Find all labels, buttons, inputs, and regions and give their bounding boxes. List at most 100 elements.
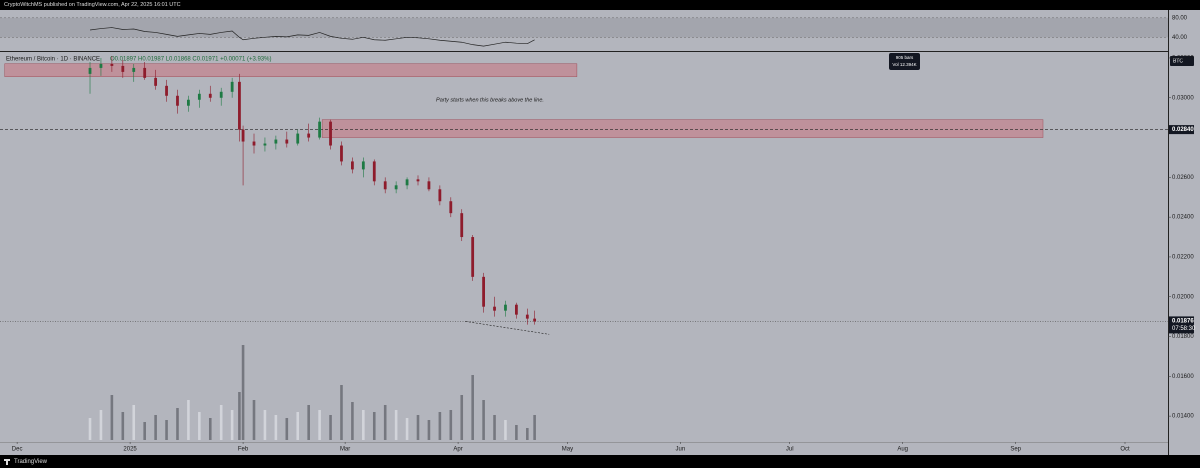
volume-bar: [318, 410, 321, 440]
candle-body: [361, 161, 365, 170]
candle-body: [504, 304, 507, 311]
y-tick-label: 0.03000: [1172, 95, 1194, 101]
volume-bar: [121, 412, 125, 440]
volume-bar: [351, 402, 354, 440]
volume-bar: [219, 405, 223, 440]
volume-bar: [154, 415, 157, 440]
candle-body: [438, 189, 442, 202]
annotation: Party starts when this breaks above the …: [436, 97, 544, 103]
x-tick-label: Mar: [340, 447, 350, 453]
currency-box: [1170, 56, 1194, 66]
rsi-band: [0, 17, 1168, 38]
volume-bar: [482, 400, 485, 440]
volume-bar: [285, 418, 289, 440]
last-price-box: [1169, 316, 1194, 334]
volume-bar: [372, 412, 376, 440]
currency-label: BTC: [1173, 58, 1183, 64]
x-tick-label: Feb: [238, 447, 249, 453]
candle-body: [230, 81, 234, 92]
volume-bar: [394, 410, 398, 440]
x-tick-label: Sep: [1010, 447, 1021, 453]
ohlc-legend: O0.01897 H0.01987 L0.01868 C0.01971 +0.0…: [110, 57, 271, 63]
candle-body: [165, 85, 168, 96]
candle-body: [514, 304, 518, 315]
candle-body: [99, 63, 103, 68]
volume-bar: [132, 405, 136, 440]
volume-bar: [176, 408, 179, 440]
candle-body: [154, 77, 158, 86]
marked-level-label: 0.02840: [1172, 127, 1194, 133]
y-tick-label: 0.01400: [1172, 414, 1194, 420]
volume-bar: [263, 410, 267, 440]
candle-body: [372, 161, 376, 182]
candle-body: [533, 318, 537, 322]
x-tick-label: Jul: [786, 447, 794, 453]
y-tick-label: 0.02600: [1172, 175, 1194, 181]
y-tick-label: 0.01600: [1172, 374, 1194, 380]
candle-body: [132, 67, 136, 72]
candle-body: [525, 314, 529, 319]
y-tick-label: 0.01800: [1172, 334, 1194, 340]
candle-body: [88, 67, 92, 74]
candle-body: [416, 179, 420, 182]
volume-bar: [187, 400, 190, 440]
volume-bar: [493, 415, 496, 440]
volume-bar: [526, 428, 529, 440]
volume-bar: [460, 395, 464, 440]
candle-body: [197, 93, 201, 100]
volume-bar: [241, 345, 245, 440]
candle-body: [252, 141, 256, 146]
tooltip-volume: Vol 12.394K: [892, 62, 916, 67]
candle-body: [351, 161, 354, 170]
top-border: [0, 8, 1168, 10]
volume-bar: [296, 412, 300, 440]
candle-body: [383, 181, 387, 190]
volume-bar: [449, 410, 453, 440]
volume-bar: [274, 415, 278, 440]
candle-body: [340, 145, 343, 162]
volume-bar: [383, 405, 387, 440]
volume-bar: [230, 410, 234, 440]
volume-bar: [405, 418, 409, 440]
volume-bar: [165, 420, 168, 440]
candle-body: [471, 237, 475, 277]
volume-bar: [340, 385, 343, 440]
x-tick-label: Jun: [676, 447, 686, 453]
volume-bar: [533, 415, 536, 440]
supply-zone: [4, 63, 578, 77]
volume-bar: [198, 412, 201, 440]
candle-body: [493, 306, 496, 311]
volume-bar: [99, 410, 103, 440]
candle-body: [405, 179, 409, 186]
candle-body: [274, 139, 278, 144]
candle-body: [208, 93, 212, 98]
x-tick-label: Apr: [453, 447, 462, 453]
volume-bar: [88, 418, 92, 440]
candle-body: [285, 139, 289, 144]
countdown-label: 07:58:30: [1172, 326, 1196, 332]
candle-body: [296, 133, 300, 144]
last-price-label: 0.01876: [1172, 318, 1194, 324]
volume-bar: [471, 375, 474, 440]
rsi-tick-label: 80.00: [1172, 15, 1188, 21]
rsi-line: [89, 27, 535, 47]
x-tick-label: 2025: [123, 447, 137, 453]
volume-bar: [427, 420, 431, 440]
candle-body: [482, 276, 485, 307]
volume-bar: [307, 405, 310, 440]
candle-body: [187, 99, 190, 106]
candle-body: [121, 65, 125, 72]
candle-body: [176, 95, 179, 106]
volume-bar: [110, 395, 114, 440]
candle-body: [427, 181, 431, 190]
x-tick-label: Dec: [12, 447, 23, 453]
candle-body: [241, 129, 245, 142]
x-tick-label: Oct: [1120, 447, 1130, 453]
volume-bar: [504, 420, 507, 440]
symbol-label: Ethereum / Bitcoin · 1D · BINANCE: [6, 57, 100, 63]
x-tick-label: May: [562, 447, 573, 453]
volume-bar: [416, 415, 420, 440]
tooltip-bars: 905 bars: [896, 55, 914, 60]
